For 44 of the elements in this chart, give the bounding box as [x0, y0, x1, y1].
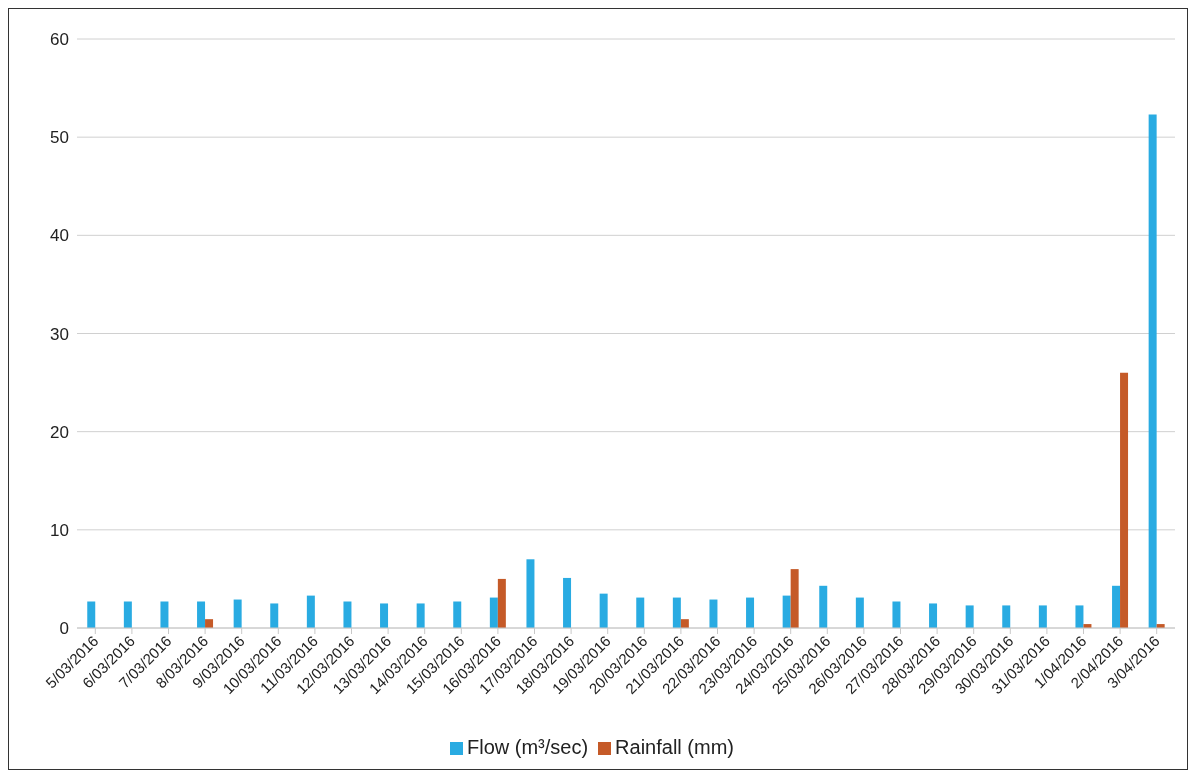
y-tick-label: 60 [50, 30, 69, 50]
y-tick-label: 0 [59, 619, 69, 639]
legend-label: Rainfall (mm) [615, 736, 734, 758]
bar [270, 603, 279, 628]
bar [1148, 114, 1157, 628]
bar [123, 601, 132, 628]
bar [636, 597, 645, 628]
bar [1038, 605, 1047, 628]
bar [819, 585, 828, 628]
bar [1002, 605, 1011, 628]
bar [233, 599, 242, 628]
bar [892, 601, 901, 628]
bar [965, 605, 974, 628]
bar [306, 595, 315, 628]
bar [1120, 372, 1129, 628]
bar [497, 578, 506, 628]
bar [489, 597, 498, 628]
bar [343, 601, 352, 628]
bar [790, 569, 799, 628]
bar [526, 559, 535, 628]
y-tick-label: 20 [50, 422, 69, 442]
bar [782, 595, 791, 628]
bar [929, 603, 938, 628]
bar [380, 603, 389, 628]
bar [197, 601, 206, 628]
bar [672, 597, 681, 628]
bar [87, 601, 96, 628]
y-tick-label: 10 [50, 520, 69, 540]
bar [416, 603, 425, 628]
bar [680, 619, 689, 628]
bar [599, 593, 608, 628]
bar [453, 601, 462, 628]
bar [1075, 605, 1084, 628]
y-tick-label: 50 [50, 128, 69, 148]
y-tick-label: 30 [50, 324, 69, 344]
bar [746, 597, 755, 628]
y-tick-label: 40 [50, 226, 69, 246]
bar [205, 619, 214, 628]
legend-label: Flow (m³/sec) [466, 736, 589, 758]
bar [709, 599, 718, 628]
bar [855, 597, 864, 628]
bar [160, 601, 169, 628]
bar [563, 577, 572, 628]
bar [1112, 585, 1121, 628]
